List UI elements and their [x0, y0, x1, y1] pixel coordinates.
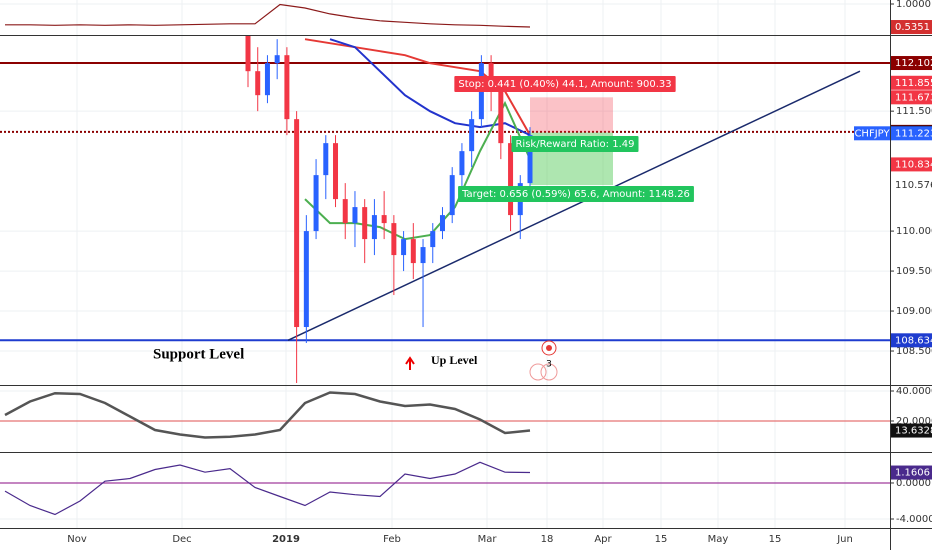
price-tag	[891, 20, 932, 35]
position-label: Stop: 0.441 (0.40%) 44.1, Amount: 900.33	[458, 79, 671, 90]
candle-body	[284, 55, 290, 120]
price-tag	[891, 75, 932, 90]
candle-body	[352, 207, 358, 224]
position-label-box	[458, 186, 694, 202]
price-tag-label: 0.5351	[895, 22, 930, 33]
price-tag	[891, 90, 932, 105]
price-tag	[891, 333, 932, 348]
price-tag-label: 111.855	[895, 78, 932, 89]
candle-body	[303, 231, 309, 328]
price-tag-label: 110.834	[895, 159, 932, 170]
x-tick-label: 15	[769, 534, 782, 545]
candle-body	[255, 71, 261, 96]
price-tag-label: 111.223	[895, 128, 932, 139]
candle-body	[439, 215, 445, 232]
x-tick-label: Apr	[594, 534, 612, 545]
price-tag-label: 110.576	[895, 180, 932, 191]
x-tick-label: Feb	[383, 534, 401, 545]
price-tag	[891, 56, 932, 71]
price-tag-label: 1.1606	[895, 468, 930, 479]
candle-body	[449, 175, 455, 216]
price-tag	[891, 126, 932, 141]
candle-body	[488, 63, 494, 88]
candle-body	[333, 143, 339, 200]
price-tag-label: 111.673	[895, 92, 932, 103]
position-label-box	[511, 136, 639, 152]
x-tick-label: Nov	[67, 534, 87, 545]
symbol-label: CHFJPY	[854, 128, 890, 139]
x-tick-label: Mar	[478, 534, 498, 545]
x-tick-label: Dec	[172, 534, 191, 545]
candle-body	[401, 239, 407, 256]
candle-body	[459, 151, 465, 176]
x-tick-label: 2019	[272, 534, 300, 545]
y-tick-label: 108.500	[896, 346, 932, 357]
y-tick-label: -4.0000	[896, 514, 932, 525]
x-tick-label: May	[708, 534, 729, 545]
y-tick-label: 111.500	[896, 106, 932, 117]
event-count: 3	[546, 360, 552, 370]
candle-body	[342, 199, 348, 224]
trendline	[287, 70, 861, 341]
y-tick-label: 110.000	[896, 226, 932, 237]
x-tick-label: Jun	[836, 534, 853, 545]
indicator-line	[5, 3, 531, 28]
symbol-tag	[854, 126, 890, 141]
x-tick-label: 18	[541, 534, 554, 545]
moving-average	[329, 38, 531, 137]
candle-body	[264, 63, 270, 96]
candle-body	[362, 207, 368, 240]
indicator-line	[4, 391, 531, 439]
candle-body	[391, 223, 397, 256]
position-label: Target: 0.656 (0.59%) 65.6, Amount: 1148…	[461, 189, 690, 200]
price-tag-label: 13.6328	[895, 426, 932, 437]
candle-body	[274, 55, 280, 64]
x-tick-label: 15	[655, 534, 668, 545]
support-label: Support Level	[153, 346, 244, 362]
stop-zone	[530, 97, 613, 133]
candle-body	[245, 36, 251, 72]
price-tag-label: 112.102	[895, 58, 932, 69]
candle-body	[381, 215, 387, 224]
moving-average	[304, 100, 531, 241]
y-tick-label: 0.0000	[896, 478, 931, 489]
y-tick-label: 109.000	[896, 306, 932, 317]
y-tick-label: 40.0000	[896, 386, 932, 397]
y-tick-label: 20.0000	[896, 416, 932, 427]
y-tick-label: 109.500	[896, 266, 932, 277]
event-icon	[540, 363, 558, 381]
candle-body	[371, 215, 377, 240]
y-tick-label: 1.0000	[896, 0, 931, 10]
event-icons: 3	[529, 340, 558, 381]
up-arrow	[405, 356, 415, 370]
indicator-line	[4, 461, 531, 516]
price-tag	[891, 157, 932, 172]
event-icon	[546, 345, 552, 351]
overlay: Stop: 0.441 (0.40%) 44.1, Amount: 900.33…	[0, 3, 890, 516]
candle-body	[313, 175, 319, 232]
price-tag	[891, 423, 932, 438]
candle-body	[527, 135, 533, 184]
candle-body	[430, 231, 436, 248]
position-label-box	[454, 76, 676, 92]
candle-body	[508, 143, 514, 216]
up-label: Up Level	[431, 353, 478, 367]
price-tag	[891, 465, 932, 480]
candle-body	[420, 247, 426, 264]
event-icon	[529, 363, 547, 381]
candle-body	[410, 239, 416, 264]
candle-body	[469, 119, 475, 152]
candle-body	[323, 143, 329, 176]
price-tag-label: 108.634	[895, 335, 932, 346]
candle-body	[498, 87, 504, 144]
candle-body	[294, 119, 300, 328]
position-label: Risk/Reward Ratio: 1.49	[515, 139, 634, 150]
